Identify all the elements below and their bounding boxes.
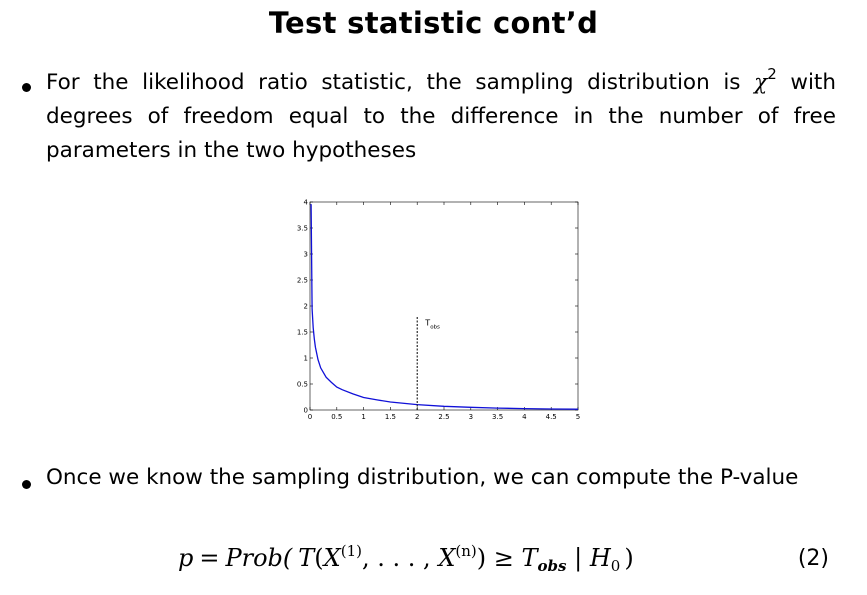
y-tick-label: 1 (304, 355, 308, 363)
eq-p: p (178, 544, 194, 572)
y-tick-label: 3 (304, 251, 308, 259)
eq-bar: | (566, 544, 590, 572)
bullet-marker (22, 480, 31, 489)
axis-ticks: 0 0.5 1 1.5 2 2.5 3 3.5 4 4.5 5 0 0.5 1 1.5 2 2.5 3 3.5 4 (297, 199, 580, 422)
eq-Xn: X (438, 544, 456, 572)
y-tick-label: 4 (304, 199, 309, 207)
chi-symbol: χ (754, 70, 768, 95)
eq-H: H (589, 544, 611, 572)
eq-T: T (298, 544, 315, 572)
y-tick-label: 0.5 (297, 381, 308, 389)
eq-Tobs: T (521, 544, 538, 572)
eq-sup1: (1) (340, 542, 363, 560)
slide-title: Test statistic cont’d (268, 6, 599, 40)
pvalue-equation: p = Prob(T(X(1), . . . , X(n)) ≥ Tobs | H0… (178, 544, 634, 584)
x-tick-label: 1 (361, 413, 365, 421)
eq-dots: , . . . , (362, 544, 439, 572)
chi-square-curve (310, 204, 579, 410)
eq-equals: = (199, 544, 220, 572)
eq-end: ) (624, 544, 634, 572)
y-tick-label: 3.5 (297, 225, 308, 233)
eq-open: ( (314, 544, 324, 572)
y-tick-label: 1.5 (297, 329, 308, 337)
eq-supn: (n) (455, 542, 477, 560)
x-tick-label: 4 (522, 413, 527, 421)
x-tick-label: 0.5 (331, 413, 342, 421)
tobs-label-subscript: obs (430, 324, 440, 330)
chi-square-plot: 0 0.5 1 1.5 2 2.5 3 3.5 4 4.5 5 0 0.5 1 1.5 2 2.5 3 3.5 4 T… (297, 199, 580, 422)
x-tick-label: 5 (576, 413, 580, 421)
x-tick-label: 2 (415, 413, 419, 421)
x-tick-label: 2.5 (438, 413, 449, 421)
eq-geq: ≥ (486, 544, 522, 572)
chi-superscript: 2 (767, 65, 777, 83)
plot-frame (309, 201, 579, 411)
eq-obs: obs (537, 557, 567, 575)
eq-X1: X (323, 544, 341, 572)
bullet1-text: For the likelihood ratio statistic, the … (46, 70, 741, 95)
eq-prob: Prob( (225, 544, 293, 572)
series-group (310, 204, 579, 410)
y-tick-label: 2 (304, 303, 308, 311)
bullet-pvalue: Once we know the sampling distribution, … (46, 465, 799, 490)
x-tick-label: 4.5 (546, 413, 557, 421)
bullet-likelihood-ratio: For the likelihood ratio statistic, the … (46, 66, 836, 168)
eq-close: ) (476, 544, 487, 572)
x-tick-label: 3.5 (492, 413, 503, 421)
x-tick-label: 3 (469, 413, 473, 421)
x-tick-label: 1.5 (385, 413, 396, 421)
y-tick-label: 0 (304, 407, 308, 415)
x-tick-label: 0 (308, 413, 312, 421)
bullet1-text-cont: with degrees of freedom equal to the dif… (46, 70, 836, 163)
tobs-label: T (424, 318, 430, 327)
equation-number: (2) (797, 546, 829, 571)
eq-zero: 0 (610, 557, 621, 575)
bullet-marker (22, 83, 31, 92)
y-tick-label: 2.5 (297, 277, 308, 285)
